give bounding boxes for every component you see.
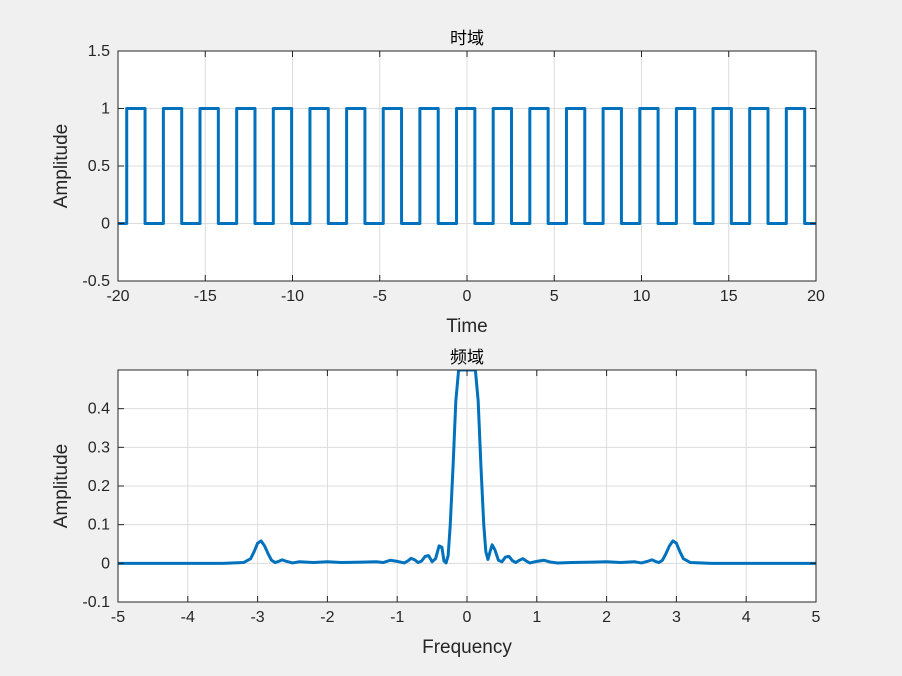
chart-title: 时域 — [450, 29, 484, 49]
x-tick-label: -15 — [194, 288, 217, 305]
x-tick-label: 2 — [602, 609, 611, 626]
y-tick-label: 0.2 — [88, 478, 110, 495]
x-tick-label: 20 — [807, 288, 825, 305]
x-tick-label: 5 — [812, 609, 821, 626]
chart-2: -5 -4 -3 -2 -1 0 1 2 3 4 5 -0.1 0 0.1 0.2 0.3 0.4 Frequen… — [51, 348, 821, 658]
x-axis-label: Frequency — [422, 637, 512, 658]
chart-1: -20 -15 -10 -5 0 5 10 15 20 -0.5 0 0.5 1 1.5 Time Ampli… — [51, 29, 825, 337]
y-tick-label: 1.5 — [88, 43, 110, 60]
x-tick-label: -2 — [320, 609, 334, 626]
y-tick-label: 0 — [101, 555, 110, 572]
series-line-1 — [118, 370, 816, 565]
x-tick-label: -20 — [106, 288, 129, 305]
y-tick-label: -0.1 — [82, 594, 110, 611]
y-tick-label: 0.4 — [88, 401, 110, 418]
x-axis-label: Time — [446, 316, 488, 337]
y-tick-label: 0.3 — [88, 439, 110, 456]
x-tick-label: 15 — [720, 288, 738, 305]
x-tick-label: 3 — [672, 609, 681, 626]
chart-title: 频域 — [450, 348, 484, 368]
x-tick-label: 0 — [463, 288, 472, 305]
x-tick-label: -1 — [390, 609, 404, 626]
y-tick-label: 1 — [101, 101, 110, 118]
series-line-1 — [118, 107, 816, 225]
y-tick-label: 0 — [101, 216, 110, 233]
x-tick-label: 1 — [532, 609, 541, 626]
y-tick-label: -0.5 — [82, 273, 110, 290]
x-tick-label: -5 — [111, 609, 125, 626]
y-tick-label: 0.5 — [88, 158, 110, 175]
y-axis-label: Amplitude — [51, 124, 72, 209]
x-tick-label: -3 — [250, 609, 264, 626]
x-tick-label: -4 — [181, 609, 195, 626]
x-tick-label: 4 — [742, 609, 751, 626]
y-tick-label: 0.1 — [88, 517, 110, 534]
x-tick-label: 5 — [550, 288, 559, 305]
x-tick-label: 0 — [463, 609, 472, 626]
y-axis-label: Amplitude — [51, 444, 72, 529]
x-tick-label: 10 — [633, 288, 651, 305]
x-tick-label: -10 — [281, 288, 304, 305]
x-tick-label: -5 — [373, 288, 387, 305]
